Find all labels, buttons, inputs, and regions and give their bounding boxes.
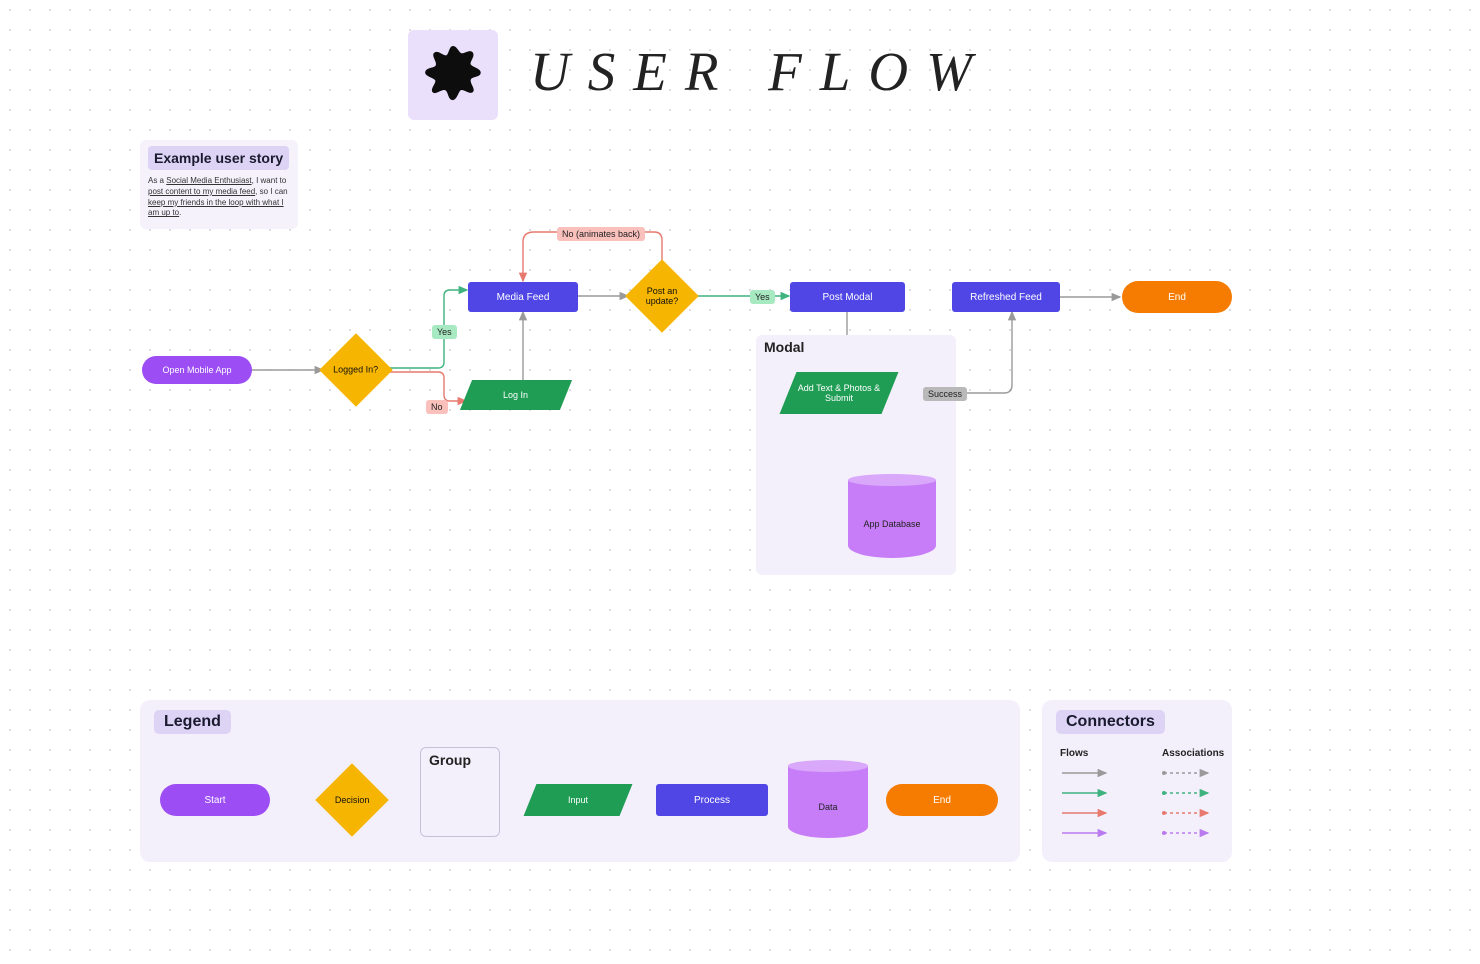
node-logged[interactable]: Logged In? bbox=[319, 333, 393, 407]
assoc-header: Associations bbox=[1162, 748, 1224, 759]
node-postq[interactable]: Post an update? bbox=[625, 259, 699, 333]
legend-title: Legend bbox=[154, 710, 231, 734]
story-goal: post content to my media feed bbox=[148, 187, 255, 196]
node-login[interactable]: Log In bbox=[460, 380, 572, 410]
page-title: USER FLOW bbox=[530, 40, 990, 103]
story-benefit: keep my friends in the loop with what I … bbox=[148, 198, 284, 218]
story-text: . bbox=[179, 208, 181, 217]
edge bbox=[382, 372, 466, 401]
node-refresh[interactable]: Refreshed Feed bbox=[952, 282, 1060, 312]
user-story-panel: Example user story As a Social Media Ent… bbox=[140, 140, 298, 229]
story-role: Social Media Enthusiast bbox=[166, 176, 251, 185]
connectors-title: Connectors bbox=[1056, 710, 1165, 734]
group-box: Group bbox=[420, 747, 500, 837]
blob-icon bbox=[420, 42, 486, 108]
flows-arrows bbox=[1060, 759, 1120, 849]
node-lg3[interactable]: Input bbox=[524, 784, 633, 816]
node-lg5[interactable]: Data bbox=[788, 766, 868, 838]
node-feed[interactable]: Media Feed bbox=[468, 282, 578, 312]
assoc-arrows bbox=[1162, 759, 1222, 849]
edge-label: Yes bbox=[750, 290, 775, 304]
story-text: As a bbox=[148, 176, 166, 185]
user-story-body: As a Social Media Enthusiast, I want to … bbox=[148, 176, 290, 219]
node-modal[interactable]: Post Modal bbox=[790, 282, 905, 312]
logo-tile bbox=[408, 30, 498, 120]
flow-edges-layer bbox=[0, 0, 1480, 700]
user-story-heading: Example user story bbox=[148, 146, 289, 170]
node-open[interactable]: Open Mobile App bbox=[142, 356, 252, 384]
edge-label: No (animates back) bbox=[557, 227, 645, 241]
edge-label: Yes bbox=[432, 325, 457, 339]
node-db[interactable]: App Database bbox=[848, 480, 936, 558]
node-lg6[interactable]: End bbox=[886, 784, 998, 816]
node-end[interactable]: End bbox=[1122, 281, 1232, 313]
node-lg4[interactable]: Process bbox=[656, 784, 768, 816]
node-lg0[interactable]: Start bbox=[160, 784, 270, 816]
legend-panel: Legend bbox=[140, 700, 1020, 862]
connectors-panel: Connectors Flows Associations bbox=[1042, 700, 1232, 862]
node-addtext[interactable]: Add Text & Photos & Submit bbox=[780, 372, 899, 414]
edge-label: No bbox=[426, 400, 448, 414]
story-text: , I want to bbox=[252, 176, 287, 185]
story-text: , so I can bbox=[255, 187, 287, 196]
edge-label: Success bbox=[923, 387, 967, 401]
flows-header: Flows bbox=[1060, 748, 1120, 759]
